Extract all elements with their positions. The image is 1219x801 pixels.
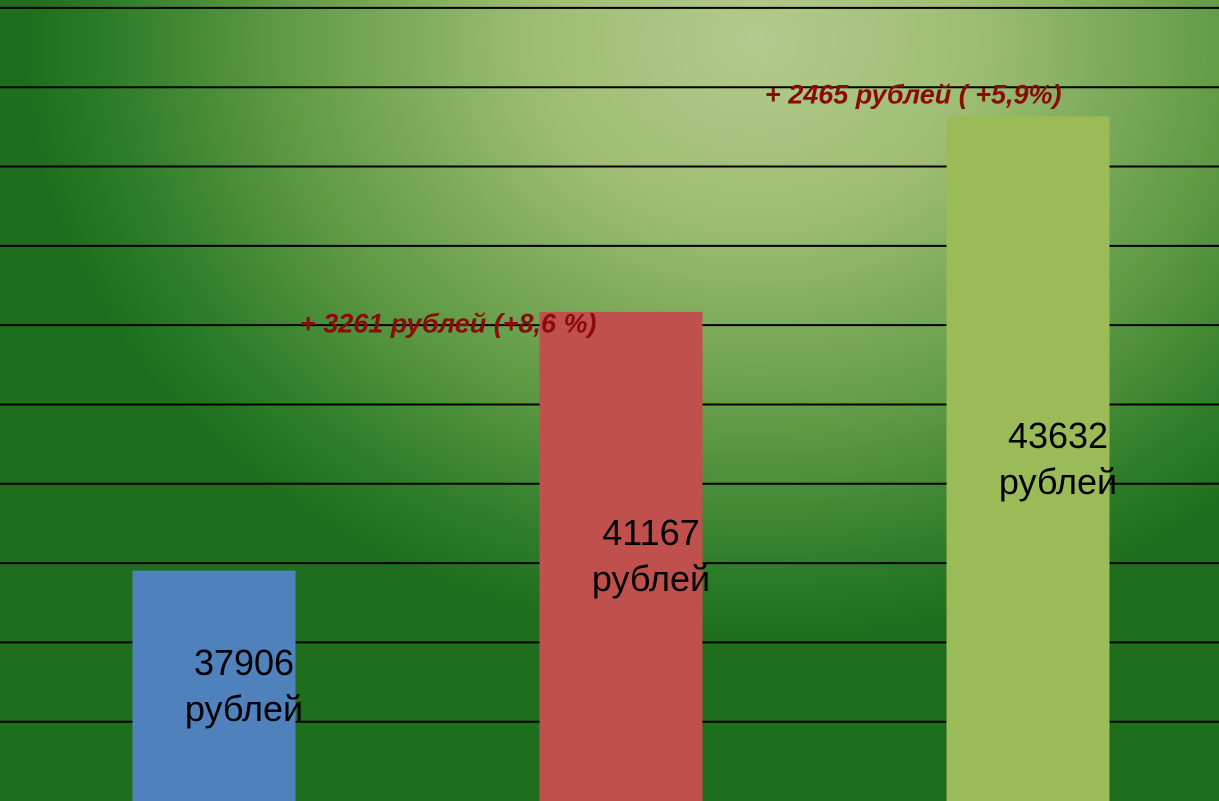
value-label: 41167 рублей — [591, 512, 711, 600]
annotation: + 2465 рублей ( +5,9%) — [764, 79, 1062, 110]
annotation: + 3261 рублей (+8,6 %) — [299, 308, 597, 339]
bar — [132, 570, 296, 801]
value-label: 43632 рублей — [998, 414, 1118, 502]
value-label: 37906 рублей — [184, 641, 304, 729]
bar — [946, 116, 1110, 801]
bar — [539, 311, 703, 801]
